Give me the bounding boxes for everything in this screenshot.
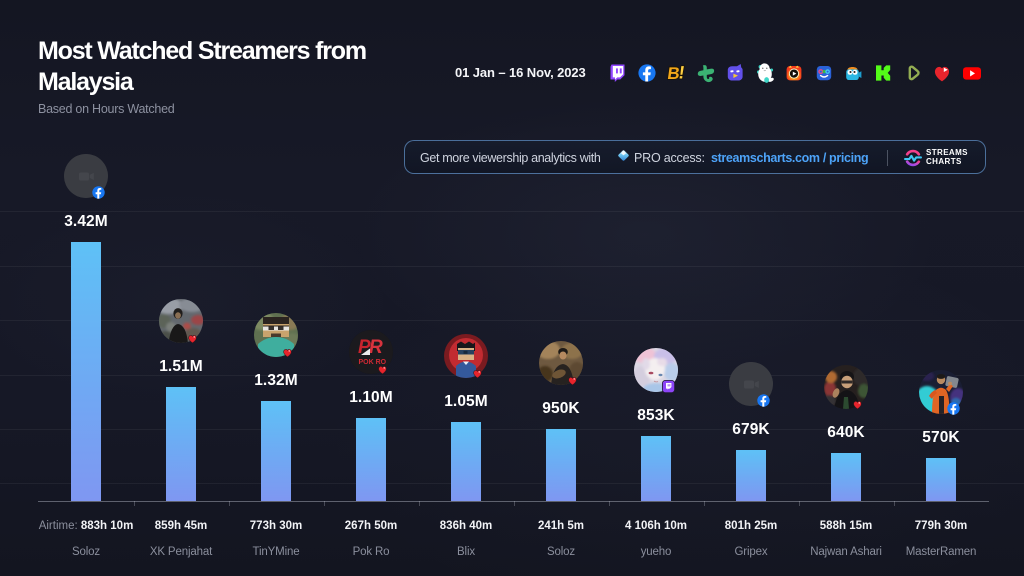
svg-text:POK RO: POK RO	[359, 359, 387, 366]
svg-text:!: !	[677, 63, 686, 82]
svg-text:B: B	[666, 64, 681, 83]
svg-text:R: R	[369, 337, 383, 358]
